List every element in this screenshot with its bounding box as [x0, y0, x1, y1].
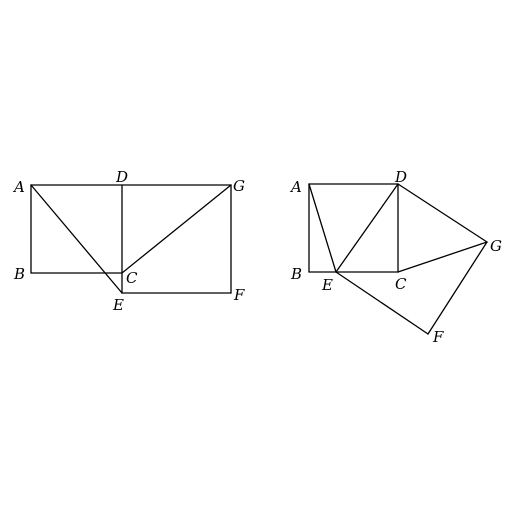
segment-ef — [335, 271, 429, 335]
point-label-d: D — [394, 168, 407, 186]
point-label-a: A — [12, 178, 25, 196]
segment-ae — [30, 184, 123, 294]
point-label-b: B — [13, 265, 25, 283]
left-figure: A B C D E F G — [12, 168, 245, 314]
point-label-d: D — [115, 168, 128, 186]
segment-cg — [397, 241, 488, 273]
point-label-f: F — [432, 328, 444, 346]
point-label-a: A — [289, 178, 302, 196]
point-label-c: C — [395, 275, 407, 293]
segment-ed — [335, 183, 399, 273]
point-label-b: B — [290, 265, 302, 283]
point-label-f: F — [233, 286, 245, 304]
point-label-c: C — [126, 269, 138, 287]
point-label-e: E — [112, 296, 124, 314]
point-label-g: G — [233, 177, 245, 195]
right-figure: A B C D E F G — [289, 168, 502, 346]
point-label-e: E — [321, 276, 333, 294]
segment-fg — [427, 241, 488, 335]
point-label-g: G — [490, 237, 502, 255]
segment-ae — [308, 183, 337, 273]
segment-dg — [397, 183, 488, 243]
segment-cg — [121, 184, 232, 274]
